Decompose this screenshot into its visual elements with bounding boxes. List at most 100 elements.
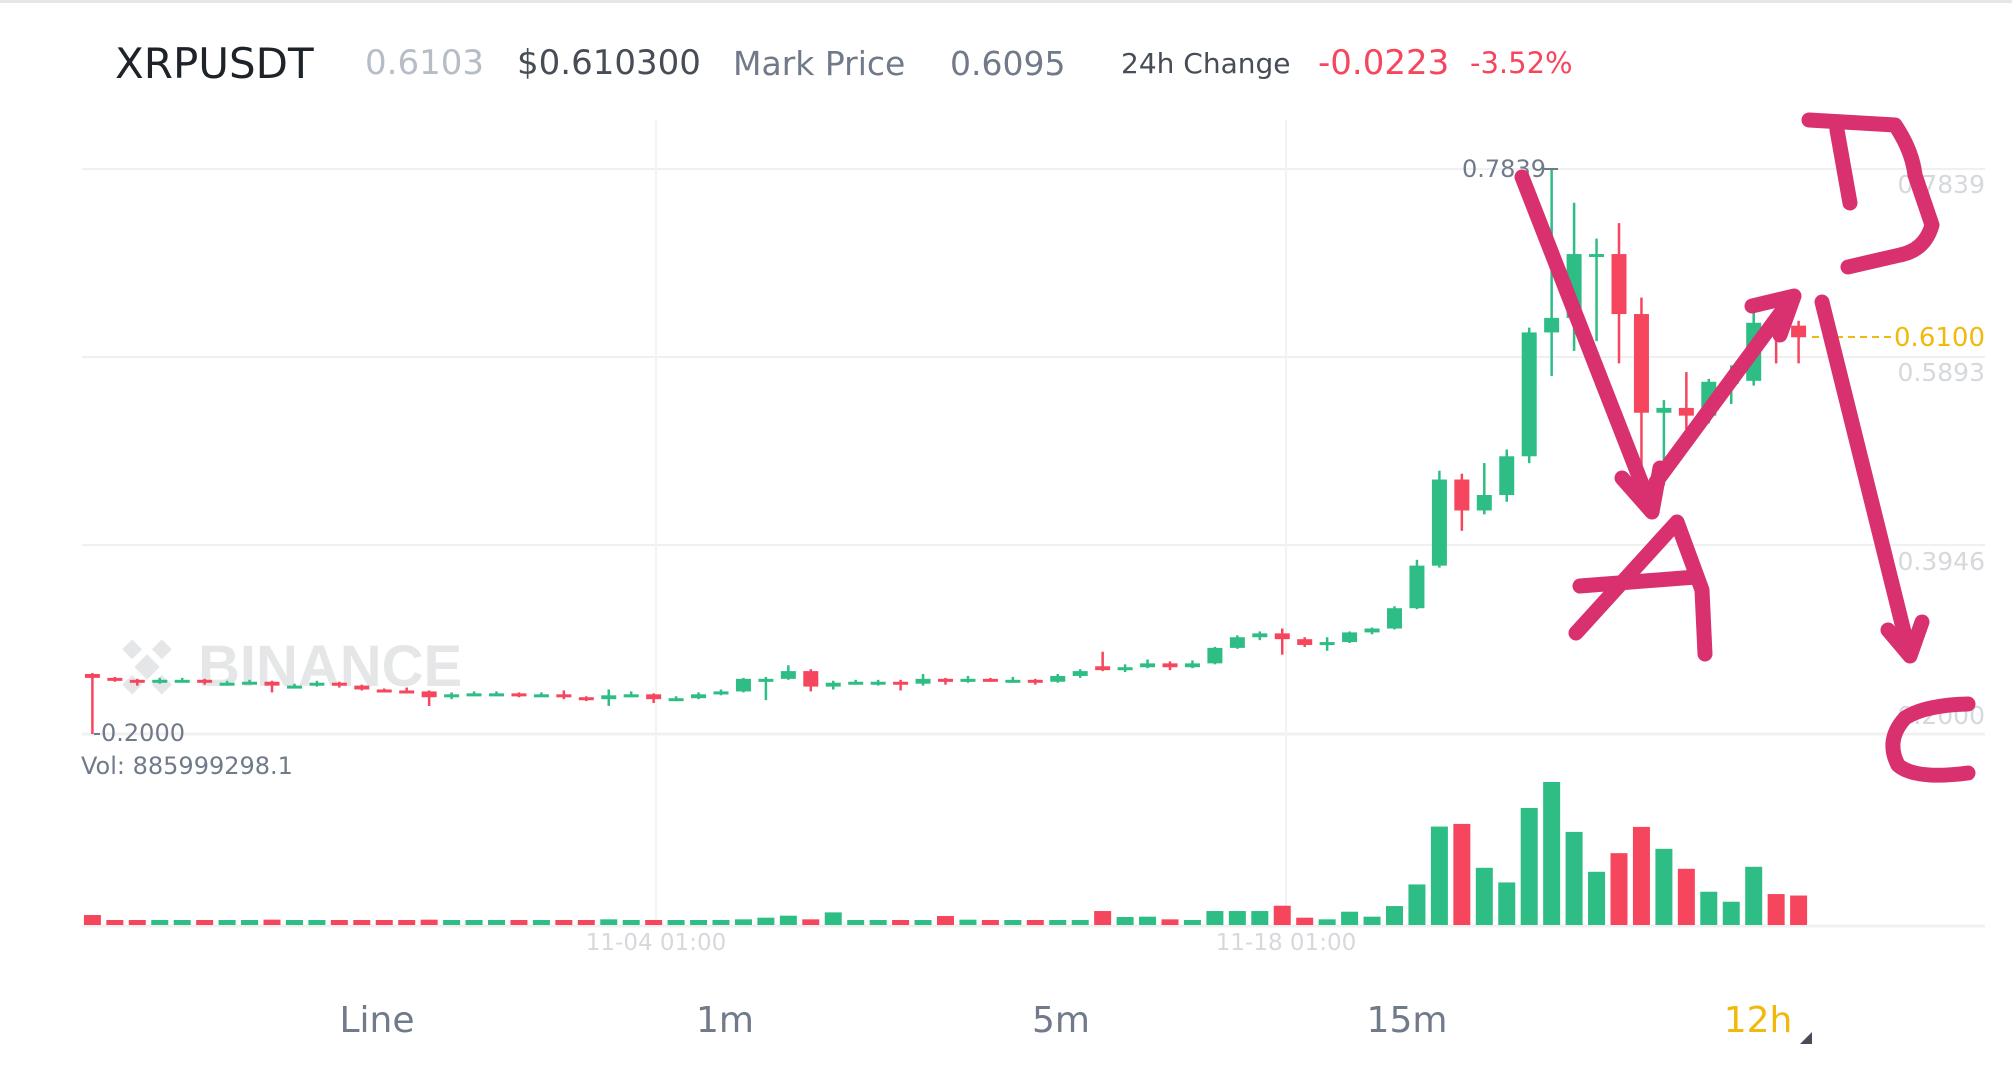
candle-body (466, 693, 482, 697)
volume-bar (1139, 916, 1157, 925)
volume-bar (443, 920, 461, 925)
candle-body (354, 685, 370, 690)
candle-body (758, 678, 774, 682)
candle-body (803, 671, 819, 687)
volume-bar (1341, 911, 1359, 925)
interval-dropdown-corner-icon[interactable] (1800, 1032, 1812, 1044)
volume-label: Vol: 885999298.1 (81, 752, 293, 780)
volume-bar (1273, 905, 1291, 925)
candlestick-chart[interactable]: BINANCE 0.7839 0.5893 0.3946 0.2000 0.61… (0, 0, 2012, 980)
candle-body (174, 679, 190, 683)
volume-bar (1408, 884, 1426, 925)
volume-bar (600, 919, 618, 925)
candle-body (713, 691, 729, 695)
candle-body (1409, 565, 1425, 609)
hand-drawn-annotations (1514, 112, 1976, 783)
candle-body (1342, 632, 1358, 643)
arrow-a-to-d (1648, 295, 1796, 490)
symbol-title: XRPUSDT (115, 38, 314, 88)
volume-bar (1453, 823, 1471, 925)
candle-body (578, 697, 594, 701)
candle-body (1050, 675, 1066, 682)
candle-body (1678, 407, 1694, 416)
candle-body (601, 695, 617, 700)
candle-body (1095, 666, 1111, 671)
candle-body (197, 679, 213, 683)
candle-body (1521, 332, 1537, 457)
volume-bar (1632, 826, 1650, 925)
volume-bar (622, 920, 640, 925)
volume-bar (667, 920, 685, 925)
volume-bar (263, 919, 281, 925)
volume-bar (1677, 868, 1695, 925)
volume-bar (1026, 920, 1044, 925)
volume-bar (1610, 853, 1628, 925)
tab-12h[interactable]: 12h (1723, 1000, 1793, 1041)
volume-bar (1565, 831, 1583, 925)
volume-bar (173, 920, 191, 925)
volume-bar (375, 920, 393, 925)
volume-bar (353, 920, 371, 925)
candle-body (1499, 456, 1515, 495)
volume-bar (1161, 919, 1179, 925)
volume-bar (959, 919, 977, 925)
volume-bar (1296, 917, 1314, 925)
candle-body (152, 679, 168, 683)
volume-bar (1588, 871, 1606, 925)
volume-bar (128, 920, 146, 925)
candle-body (1387, 608, 1402, 629)
volume-bar (1745, 866, 1763, 925)
volume-bar (1498, 882, 1516, 925)
candle-body (1544, 317, 1560, 333)
max-price-label: 0.7839 (1462, 155, 1546, 183)
volume-bar (824, 912, 842, 925)
volume-bar (196, 920, 214, 925)
volume-bar (285, 920, 303, 925)
arrow-down-to-a (1514, 169, 1655, 505)
candle-body (1207, 647, 1223, 664)
volume-bar (712, 920, 730, 925)
candle-body (735, 678, 751, 692)
candle-body (264, 681, 280, 686)
candle-body (309, 682, 325, 686)
volume-bar (779, 915, 797, 925)
tab-5m[interactable]: 5m (1032, 1000, 1090, 1041)
candle-body (399, 690, 415, 694)
volume-bar (1655, 848, 1673, 925)
candle-body (668, 698, 684, 702)
volume-bar (869, 920, 887, 925)
volume-bar (488, 920, 505, 925)
volume-bar (577, 920, 595, 925)
volume-bar (914, 920, 932, 925)
candle-body (915, 678, 931, 684)
change-value: -0.0223 (1318, 43, 1450, 83)
volume-bar (106, 920, 124, 925)
candle-body (129, 679, 145, 683)
volume-bar (1004, 920, 1022, 925)
volume-bar (83, 915, 101, 925)
current-price-label: 0.6100 (1894, 323, 1985, 353)
volume-bars (83, 782, 1808, 925)
grid (82, 120, 1985, 928)
volume-bar (1049, 920, 1067, 925)
volume-bar (308, 920, 326, 925)
candle-body (1072, 671, 1088, 676)
volume-bar (1475, 867, 1493, 925)
candle-body (84, 674, 100, 678)
candle-body (1274, 633, 1290, 640)
tab-line[interactable]: Line (339, 1000, 415, 1041)
volume-bar (465, 920, 483, 925)
candle-body (511, 693, 527, 697)
tab-1m[interactable]: 1m (696, 1000, 754, 1041)
volume-bar (1363, 916, 1381, 925)
tab-15m[interactable]: 15m (1366, 1000, 1448, 1041)
candle-body (870, 681, 886, 685)
binance-logo-icon (122, 639, 172, 695)
min-price-label: 0.2000 (101, 719, 185, 747)
volume-bar (1206, 911, 1224, 925)
candle-body (646, 694, 662, 700)
volume-bar (1228, 911, 1246, 925)
annotation-letter-a-crossbar (1572, 569, 1704, 594)
candle-body (1364, 628, 1380, 633)
volume-bar (555, 920, 573, 925)
